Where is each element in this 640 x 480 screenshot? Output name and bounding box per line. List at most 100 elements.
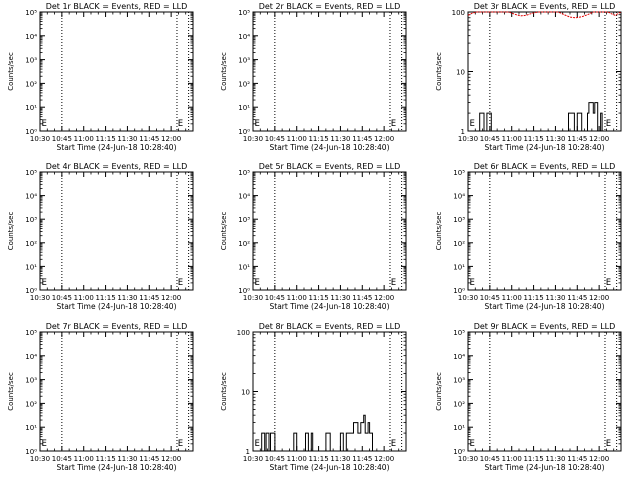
y-tick-label: 10² xyxy=(25,240,37,248)
x-tick-label: 11:00 xyxy=(74,455,94,463)
y-tick-label: 10¹ xyxy=(25,104,37,112)
x-tick-label: 10:30 xyxy=(458,135,478,143)
y-axis-label: Counts/sec xyxy=(220,52,228,91)
y-tick-label: 10² xyxy=(25,80,37,88)
x-tick-label: 11:15 xyxy=(523,135,543,143)
panel-title: Det 2r BLACK = Events, RED = LLD xyxy=(259,2,401,11)
x-tick-label: 10:30 xyxy=(458,455,478,463)
event-marker-label: E xyxy=(606,119,611,129)
x-tick-label: 12:00 xyxy=(589,135,609,143)
event-marker-label: E xyxy=(254,278,259,288)
x-tick-label: 10:45 xyxy=(265,455,285,463)
y-axis-label: Counts/sec xyxy=(7,372,15,411)
x-tick-label: 12:00 xyxy=(589,294,609,302)
panel-det-4r: Det 4r BLACK = Events, RED = LLD 10⁰ 10¹ 10… xyxy=(7,162,194,311)
plot-frame xyxy=(252,171,407,291)
x-tick-label: 11:45 xyxy=(352,455,372,463)
x-tick-label: 11:00 xyxy=(74,294,94,302)
x-tick-label: 10:30 xyxy=(243,135,263,143)
y-tick-label: 10⁰ xyxy=(25,128,37,136)
x-tick-label: 10:45 xyxy=(52,294,72,302)
x-tick-label: 12:00 xyxy=(161,135,181,143)
y-tick-label: 10⁰ xyxy=(453,287,465,295)
x-tick-label: 10:30 xyxy=(458,294,478,302)
y-tick-label: 10⁵ xyxy=(453,329,465,337)
x-tick-label: 10:30 xyxy=(30,294,50,302)
y-tick-label: 10⁵ xyxy=(453,169,465,177)
y-tick-label: 10³ xyxy=(453,377,465,385)
x-tick-label: 10:30 xyxy=(243,294,263,302)
x-axis-label: Start Time (24-Jun-18 10:28:40) xyxy=(485,143,605,152)
y-tick-label: 1 xyxy=(461,128,465,136)
y-tick-label: 10⁰ xyxy=(238,287,250,295)
x-tick-label: 12:00 xyxy=(374,455,394,463)
y-tick-label: 10⁵ xyxy=(238,169,250,177)
x-axis-label: Start Time (24-Jun-18 10:28:40) xyxy=(270,463,390,472)
y-tick-label: 10² xyxy=(238,240,250,248)
y-tick-label: 10⁴ xyxy=(238,193,250,201)
y-tick-label: 10 xyxy=(241,389,250,397)
x-tick-label: 11:30 xyxy=(330,294,350,302)
panel-title: Det 5r BLACK = Events, RED = LLD xyxy=(259,162,401,171)
plot-frame xyxy=(39,171,194,291)
y-tick-label: 10⁴ xyxy=(25,353,37,361)
x-tick-label: 11:45 xyxy=(567,135,587,143)
y-tick-label: 10⁵ xyxy=(238,9,250,17)
y-tick-label: 10³ xyxy=(25,216,37,224)
x-tick-label: 10:45 xyxy=(480,135,500,143)
x-tick-label: 12:00 xyxy=(374,294,394,302)
x-tick-label: 11:45 xyxy=(139,455,159,463)
y-axis-label: Counts/sec xyxy=(7,212,15,251)
x-tick-label: 10:45 xyxy=(52,455,72,463)
series-events-line xyxy=(468,102,621,132)
series-events-line xyxy=(253,414,406,452)
x-tick-label: 11:00 xyxy=(287,135,307,143)
y-tick-label: 10¹ xyxy=(25,424,37,432)
x-tick-label: 11:00 xyxy=(502,294,522,302)
event-marker-label: E xyxy=(41,439,46,449)
panel-det-1r: Det 1r BLACK = Events, RED = LLD 10⁰ 10¹ 10… xyxy=(7,2,194,152)
x-tick-label: 11:15 xyxy=(308,135,328,143)
panel-det-3r: Det 3r BLACK = Events, RED = LLD 1 10 100 10… xyxy=(435,2,622,152)
y-tick-label: 10² xyxy=(238,80,250,88)
y-tick-label: 10⁵ xyxy=(25,169,37,177)
x-tick-label: 11:30 xyxy=(545,294,565,302)
y-tick-label: 10³ xyxy=(238,57,250,65)
x-axis-label: Start Time (24-Jun-18 10:28:40) xyxy=(57,302,177,311)
y-axis-label: Counts/sec xyxy=(7,52,15,91)
x-tick-label: 11:30 xyxy=(117,455,137,463)
event-marker-label: E xyxy=(391,439,396,449)
event-marker-label: E xyxy=(469,278,474,288)
x-tick-label: 11:30 xyxy=(330,455,350,463)
x-tick-label: 11:45 xyxy=(352,294,372,302)
x-tick-label: 11:30 xyxy=(330,135,350,143)
event-marker-label: E xyxy=(469,119,474,129)
event-marker-label: E xyxy=(391,119,396,129)
y-tick-label: 10¹ xyxy=(453,424,465,432)
plot-frame xyxy=(467,171,622,291)
x-tick-label: 11:45 xyxy=(139,135,159,143)
panel-title: Det 1r BLACK = Events, RED = LLD xyxy=(46,2,188,11)
y-tick-label: 10⁴ xyxy=(453,193,465,201)
panel-title: Det 7r BLACK = Events, RED = LLD xyxy=(46,322,188,331)
y-tick-label: 10¹ xyxy=(453,263,465,271)
x-axis-label: Start Time (24-Jun-18 10:28:40) xyxy=(57,143,177,152)
panel-title: Det 4r BLACK = Events, RED = LLD xyxy=(46,162,188,171)
y-tick-label: 100 xyxy=(452,9,465,17)
panel-title: Det 3r BLACK = Events, RED = LLD xyxy=(474,2,616,11)
x-tick-label: 10:30 xyxy=(30,135,50,143)
x-tick-label: 11:30 xyxy=(545,455,565,463)
plot-frame xyxy=(39,331,194,452)
y-tick-label: 10⁴ xyxy=(453,353,465,361)
x-axis-label: Start Time (24-Jun-18 10:28:40) xyxy=(485,463,605,472)
x-tick-label: 11:15 xyxy=(308,455,328,463)
y-tick-label: 100 xyxy=(237,329,250,337)
event-marker-label: E xyxy=(41,119,46,129)
panel-det-7r: Det 7r BLACK = Events, RED = LLD 10⁰ 10¹ 10… xyxy=(7,322,194,472)
x-tick-label: 10:45 xyxy=(480,294,500,302)
y-tick-label: 10³ xyxy=(25,57,37,65)
x-tick-label: 11:45 xyxy=(567,294,587,302)
x-tick-label: 11:00 xyxy=(502,455,522,463)
x-tick-label: 11:30 xyxy=(117,294,137,302)
